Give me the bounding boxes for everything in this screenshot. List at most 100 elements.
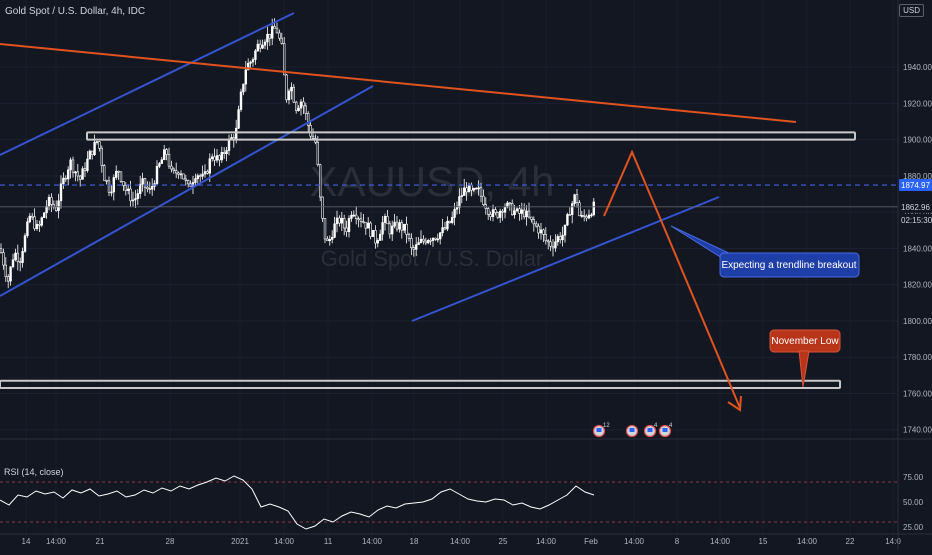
candle xyxy=(395,215,399,232)
candle-body xyxy=(304,105,307,114)
candle-body xyxy=(155,165,159,184)
candle-body xyxy=(239,91,243,110)
candle-body xyxy=(172,168,175,171)
candle-body xyxy=(434,237,437,240)
candle-body xyxy=(501,210,504,213)
candle-body xyxy=(482,195,485,205)
event-badges[interactable]: 12 4 4 xyxy=(592,423,674,438)
candle-body xyxy=(340,217,343,224)
candle xyxy=(323,218,327,244)
candle xyxy=(429,237,432,246)
candle xyxy=(50,193,53,213)
candle xyxy=(40,216,44,228)
candle-body xyxy=(218,155,221,161)
price-tick-label: 1880.00 xyxy=(903,172,932,181)
candle xyxy=(131,191,135,207)
time-tick-label: 14:00 xyxy=(362,537,383,546)
price-tick-label: 1920.00 xyxy=(903,99,932,108)
candle xyxy=(357,216,360,228)
dashed-level-price-tag-text: 1874.97 xyxy=(901,181,930,190)
candle xyxy=(59,175,63,209)
callouts[interactable]: Expecting a trendline breakout November L… xyxy=(670,225,860,388)
candle-body xyxy=(489,214,492,217)
candle xyxy=(213,148,216,166)
candle xyxy=(263,39,267,50)
candle-body xyxy=(412,247,415,250)
candle xyxy=(340,212,343,231)
candle-body xyxy=(386,216,389,225)
candle xyxy=(117,170,120,180)
candle-body xyxy=(38,224,41,226)
november-low-callout[interactable]: November Low xyxy=(769,329,841,388)
candle xyxy=(57,193,60,219)
candle xyxy=(218,154,221,167)
candle-body xyxy=(345,227,348,233)
candle xyxy=(64,175,68,183)
candle xyxy=(239,88,243,112)
candle xyxy=(573,193,576,207)
candle-body xyxy=(282,43,286,76)
economic-event-badge[interactable]: 4 xyxy=(658,423,674,438)
currency-button[interactable]: USD xyxy=(899,4,924,17)
candle-body xyxy=(187,180,190,185)
candle-body xyxy=(21,251,24,263)
candle xyxy=(93,134,96,157)
economic-event-badge[interactable] xyxy=(625,424,639,438)
candle-body xyxy=(129,188,132,202)
candle xyxy=(417,237,420,245)
economic-event-badge[interactable]: 4 xyxy=(643,423,659,438)
candle-body xyxy=(270,26,274,39)
watermark-name: Gold Spot / U.S. Dollar xyxy=(321,246,544,271)
candle-body xyxy=(554,241,557,249)
candle-body xyxy=(91,150,94,156)
candle xyxy=(52,200,56,210)
candle xyxy=(453,202,456,226)
candle xyxy=(282,36,286,76)
time-tick-label: 14:00 xyxy=(624,537,645,546)
rsi-pane[interactable]: RSI (14, close) 25.00 50.00 75.00 xyxy=(0,467,924,532)
economic-event-badge[interactable]: 12 xyxy=(592,423,611,438)
forecast-arrow[interactable] xyxy=(603,149,742,412)
candle-body xyxy=(42,212,46,218)
candle xyxy=(501,209,504,221)
candle-body xyxy=(117,170,120,173)
candle-body xyxy=(539,229,543,234)
last-price-tag-bg xyxy=(899,200,932,213)
candle-body xyxy=(40,217,44,226)
breakout-callout[interactable]: Expecting a trendline breakout xyxy=(670,225,860,278)
candle xyxy=(414,237,418,257)
candle xyxy=(165,147,168,161)
resistance-zone xyxy=(86,131,856,141)
candle xyxy=(119,171,123,184)
candle xyxy=(515,207,519,213)
candle-body xyxy=(328,239,331,242)
candle xyxy=(42,212,46,219)
candle-body xyxy=(426,240,430,244)
candle xyxy=(294,100,298,114)
candle xyxy=(158,162,161,169)
candle xyxy=(256,39,259,52)
candle xyxy=(460,187,463,204)
candle-body xyxy=(199,175,202,177)
candle xyxy=(91,150,94,160)
drawings[interactable] xyxy=(0,0,898,412)
candle-body xyxy=(35,224,39,230)
candle-body xyxy=(470,184,473,191)
candle xyxy=(311,128,315,140)
candle-body xyxy=(556,236,560,243)
candle xyxy=(124,182,128,196)
candle xyxy=(309,119,312,141)
candle xyxy=(167,147,171,169)
candle-body xyxy=(254,50,257,60)
price-tick-label: 1840.00 xyxy=(903,244,932,253)
candle-body xyxy=(419,238,423,243)
candle-body xyxy=(486,208,490,215)
time-tick-label: Feb xyxy=(584,537,598,546)
candle-body xyxy=(498,210,502,218)
forecast-path xyxy=(603,149,741,409)
price-tick-label: 1940.00 xyxy=(903,63,932,72)
candle-body xyxy=(203,171,207,175)
